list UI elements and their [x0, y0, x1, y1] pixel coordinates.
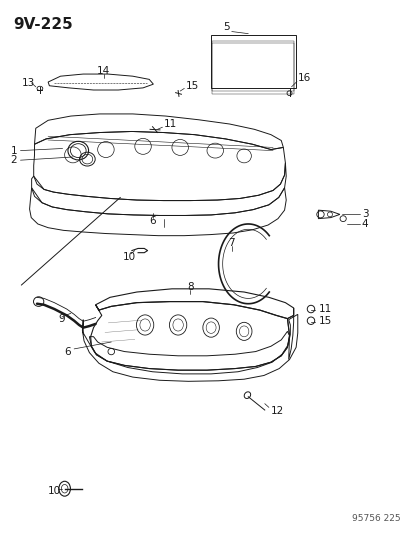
Text: 7: 7 [227, 238, 234, 247]
Text: 10: 10 [122, 252, 135, 262]
Text: 5: 5 [223, 22, 230, 33]
Text: 9V-225: 9V-225 [13, 17, 73, 31]
Text: 12: 12 [270, 406, 283, 416]
Text: 11: 11 [163, 119, 176, 129]
Text: 15: 15 [185, 81, 198, 91]
Text: 3: 3 [361, 209, 368, 220]
Text: 6: 6 [64, 346, 71, 357]
Bar [211, 35, 295, 88]
Bar [212, 41, 294, 91]
Text: 11: 11 [318, 304, 332, 314]
Text: 13: 13 [22, 78, 36, 88]
Text: 14: 14 [97, 66, 110, 76]
Text: 2: 2 [11, 155, 17, 165]
Text: 9: 9 [58, 313, 65, 324]
Text: 16: 16 [297, 73, 310, 83]
Text: 95756 225: 95756 225 [351, 514, 400, 523]
Text: 4: 4 [361, 219, 368, 229]
Text: 1: 1 [11, 146, 17, 156]
Text: 15: 15 [318, 316, 332, 326]
Text: 10: 10 [48, 486, 61, 496]
Text: 6: 6 [149, 216, 155, 227]
Bar [212, 43, 294, 94]
Text: 8: 8 [187, 282, 193, 292]
